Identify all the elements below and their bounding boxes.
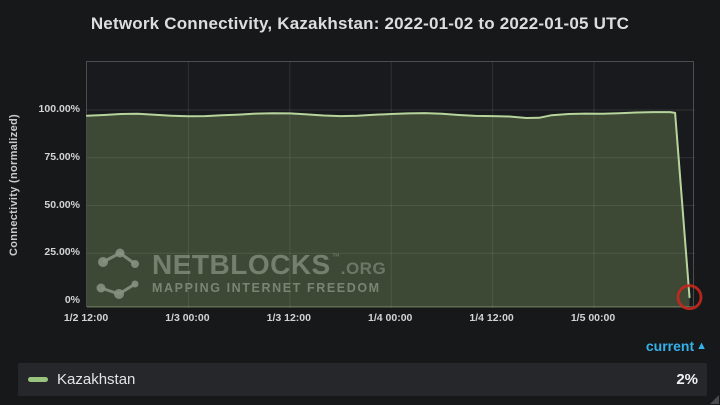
series-current-value: 2% bbox=[676, 371, 698, 388]
legend-row-kazakhstan[interactable]: Kazakhstan 2% bbox=[18, 363, 707, 396]
annotation-circle bbox=[676, 284, 703, 311]
x-tick-label: 1/4 00:00 bbox=[368, 312, 413, 324]
x-tick-label: 1/2 12:00 bbox=[63, 312, 109, 324]
series-label: Kazakhstan bbox=[57, 371, 136, 388]
y-tick-label: 100.00% bbox=[38, 103, 80, 115]
y-tick-label: 25.00% bbox=[44, 246, 80, 259]
page-title: Network Connectivity, Kazakhstan: 2022-0… bbox=[90, 14, 630, 33]
connectivity-area-chart bbox=[86, 62, 703, 311]
chart-plot-area[interactable] bbox=[86, 61, 703, 311]
x-tick-label: 1/3 12:00 bbox=[266, 312, 311, 324]
series-color-dash-icon bbox=[28, 377, 48, 382]
series-area-fill bbox=[87, 112, 690, 308]
y-tick-label: 75.00% bbox=[44, 150, 80, 163]
panel-resize-handle[interactable] bbox=[710, 395, 719, 404]
legend-sort-label: current bbox=[645, 338, 695, 354]
series-line bbox=[86, 111, 691, 299]
y-tick-label: 50.00% bbox=[44, 198, 80, 211]
x-tick-label: 1/5 00:00 bbox=[570, 312, 616, 324]
sort-ascending-icon: ▲ bbox=[696, 340, 707, 352]
legend-sort-current-button[interactable]: current ▲ bbox=[646, 338, 707, 354]
x-tick-label: 1/4 12:00 bbox=[469, 312, 514, 324]
x-tick-label: 1/3 00:00 bbox=[165, 312, 210, 324]
y-tick-label: 0% bbox=[64, 294, 80, 306]
